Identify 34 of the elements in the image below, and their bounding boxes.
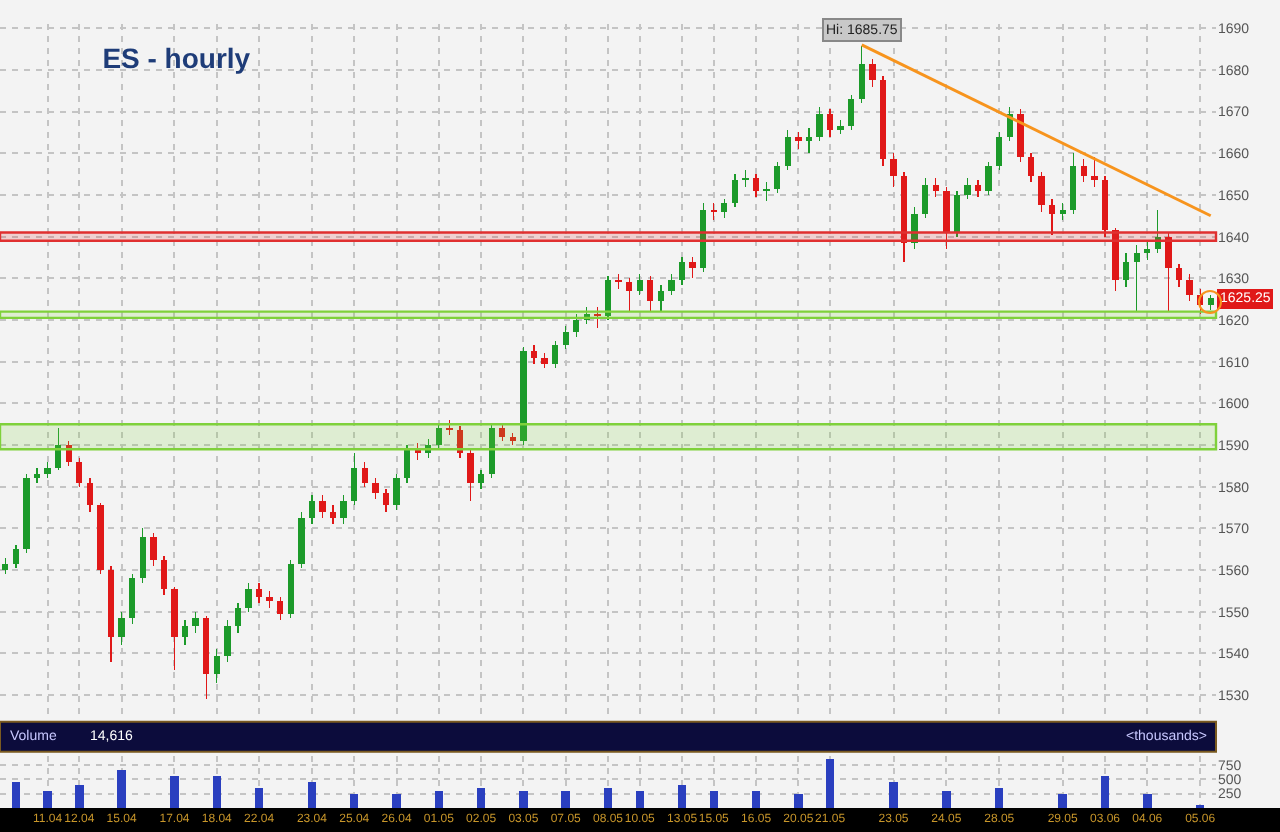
bar xyxy=(1143,793,1152,808)
bar xyxy=(212,776,221,808)
candlestick xyxy=(805,128,813,154)
bar xyxy=(350,793,359,808)
bar xyxy=(307,782,317,808)
bar xyxy=(794,793,803,808)
bar xyxy=(519,790,528,808)
candlestick xyxy=(329,505,337,525)
bar xyxy=(995,787,1004,808)
bar xyxy=(43,790,52,808)
bar xyxy=(254,787,264,808)
bar xyxy=(603,787,613,808)
bar xyxy=(751,790,761,808)
bar xyxy=(1100,776,1110,808)
bar xyxy=(170,776,179,808)
candlestick xyxy=(33,467,41,483)
candlestick xyxy=(530,344,538,364)
bar xyxy=(942,790,951,808)
candlestick xyxy=(657,284,665,312)
bar xyxy=(75,784,84,808)
bar xyxy=(635,790,644,808)
bar xyxy=(709,790,718,808)
candlestick xyxy=(1048,199,1056,235)
candlestick xyxy=(974,180,982,197)
bar xyxy=(1058,793,1067,808)
bar xyxy=(889,782,898,808)
bar xyxy=(11,782,21,808)
text: ES - hourly xyxy=(102,41,251,74)
bar xyxy=(677,784,687,808)
bar xyxy=(434,790,444,808)
bar xyxy=(392,793,401,808)
bar xyxy=(117,770,126,808)
bar xyxy=(476,787,486,808)
bar xyxy=(561,790,570,808)
